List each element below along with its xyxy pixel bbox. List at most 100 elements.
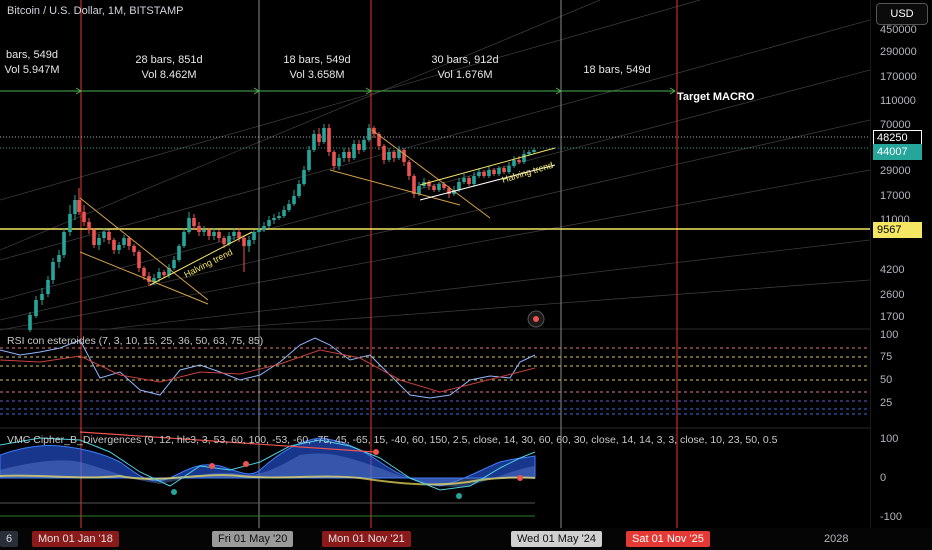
candle-body — [307, 150, 311, 170]
candle-body — [287, 204, 291, 210]
price-label-high-text: 48250 — [877, 132, 908, 144]
time-label-may-2020: Fri 01 May '20 — [212, 531, 294, 547]
time-span-label: 28 bars, 851d Vol 8.462M — [124, 53, 214, 83]
replay-icon-dot — [533, 316, 539, 322]
candle-body — [457, 182, 461, 190]
vmc-red-dot — [517, 475, 523, 481]
candle-body — [497, 168, 501, 174]
candle-body — [51, 262, 55, 280]
candle-body — [212, 232, 216, 236]
candle-body — [517, 160, 521, 162]
time-label-start: 6 — [0, 531, 19, 547]
candle-body — [347, 152, 351, 158]
channel-line — [79, 251, 209, 305]
candle-body — [362, 140, 366, 150]
candle-body — [247, 240, 251, 246]
candle-body — [432, 186, 436, 190]
candle-body — [107, 232, 111, 240]
candle-body — [322, 128, 326, 142]
candle-body — [127, 238, 131, 246]
candle-body — [512, 160, 516, 166]
candle-body — [147, 276, 151, 282]
fan-line — [0, 69, 870, 301]
candle-body — [137, 252, 141, 268]
candle-body — [157, 272, 161, 278]
candle-body — [34, 300, 38, 316]
span-bars: 18 bars, 549d — [283, 54, 351, 66]
candle-body — [407, 162, 411, 176]
candle-body — [412, 176, 416, 194]
rsi-tick-50: 50 — [880, 374, 893, 386]
candle-body — [397, 150, 401, 158]
candle-body — [437, 184, 441, 190]
price-label-support: 9567 — [873, 222, 922, 238]
rsi-average-line — [0, 349, 536, 393]
candle-body — [172, 260, 176, 268]
candle-body — [227, 236, 231, 244]
candle-body — [73, 200, 77, 214]
candle-body — [337, 158, 341, 166]
vmc-red-dot — [209, 463, 215, 469]
rsi-tick-25: 25 — [880, 397, 893, 409]
rsi-indicator-title[interactable]: RSI con esteroides (7, 3, 10, 15, 25, 36… — [7, 335, 264, 347]
candle-body — [482, 172, 486, 176]
candle-body — [187, 218, 191, 232]
candle-body — [297, 184, 301, 196]
candle-body — [387, 152, 391, 160]
fan-line — [0, 169, 870, 331]
span-bars: 30 bars, 912d — [431, 54, 499, 66]
vmc-red-dot — [373, 449, 379, 455]
candle-body — [92, 230, 96, 245]
time-label-may-2024: Wed 01 May '24 — [511, 531, 602, 547]
span-bars: 18 bars, 549d — [583, 64, 651, 76]
candle-body — [257, 230, 261, 232]
candle-body — [102, 232, 106, 238]
fan-line — [0, 0, 701, 201]
candle-body — [502, 168, 506, 172]
span-bars: bars, 549d — [6, 49, 58, 61]
candle-body — [332, 152, 336, 166]
candle-body — [527, 152, 531, 154]
price-axis[interactable] — [870, 0, 932, 550]
channel-line — [79, 197, 209, 301]
candle-body — [217, 232, 221, 238]
rsi-line — [0, 337, 536, 399]
time-span-label: 18 bars, 549d — [572, 63, 662, 78]
time-axis[interactable] — [0, 528, 932, 550]
span-vol: Vol 8.462M — [141, 69, 197, 81]
vmc-tick-minus-100: -100 — [880, 511, 903, 523]
candle-body — [57, 255, 61, 262]
vmc-tick-100: 100 — [880, 433, 899, 445]
candle-body — [392, 152, 396, 158]
candle-body — [462, 178, 466, 182]
candle-body — [192, 218, 196, 226]
currency-button[interactable]: USD — [876, 3, 928, 25]
price-tick: 70000 — [880, 119, 911, 131]
price-tick: 2600 — [880, 289, 905, 301]
candle-body — [77, 200, 81, 212]
price-tick: 110000 — [880, 95, 916, 107]
candle-body — [97, 238, 101, 245]
price-label-current: 44007 — [873, 144, 922, 160]
candle-body — [292, 196, 296, 204]
halving-trend-label: Halving trend — [182, 247, 234, 280]
fan-line — [0, 19, 870, 261]
candle-body — [417, 186, 421, 194]
candle-body — [182, 232, 186, 246]
candle-body — [532, 150, 536, 152]
halving-trend-line — [149, 231, 253, 286]
candle-body — [382, 146, 386, 160]
vmc-indicator-title[interactable]: VMC Cipher_B_Divergences (9, 12, hlc3, 3… — [7, 434, 778, 446]
candle-body — [402, 150, 406, 162]
candle-body — [202, 230, 206, 232]
candle-body — [467, 178, 471, 184]
symbol-header[interactable]: Bitcoin / U.S. Dollar, 1M, BITSTAMP — [7, 5, 184, 17]
candle-body — [207, 230, 211, 236]
candle-body — [452, 190, 456, 194]
rsi-tick-75: 75 — [880, 351, 893, 363]
candle-body — [272, 218, 276, 220]
price-tick: 29000 — [880, 165, 911, 177]
candle-body — [262, 226, 266, 230]
channel-line — [329, 169, 461, 206]
